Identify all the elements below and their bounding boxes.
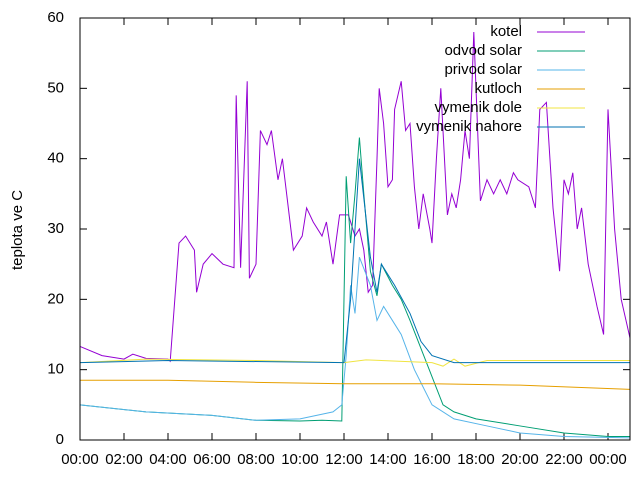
series-line (79, 256, 631, 439)
series-line (79, 358, 630, 367)
y-tick-label: 30 (47, 220, 64, 237)
x-tick-label: 12:00 (325, 451, 363, 468)
y-tick-label: 50 (47, 79, 64, 96)
y-axis-label: teplota ve C (9, 190, 26, 270)
series-line (79, 137, 630, 437)
x-tick-label: 00:00 (589, 451, 627, 468)
y-tick-label: 20 (47, 290, 64, 307)
legend-label: vymenik dole (434, 99, 522, 116)
y-tick-label: 0 (56, 431, 64, 448)
y-tick-label: 10 (47, 361, 64, 378)
x-tick-label: 18:00 (457, 451, 495, 468)
x-tick-label: 04:00 (149, 451, 187, 468)
legend-label: odvod solar (444, 42, 522, 59)
x-tick-label: 10:00 (281, 451, 319, 468)
x-tick-label: 20:00 (501, 451, 539, 468)
y-tick-label: 60 (47, 9, 64, 26)
x-tick-label: 16:00 (413, 451, 451, 468)
legend-label: kutloch (474, 80, 522, 97)
y-tick-label: 40 (47, 150, 64, 167)
series-line (79, 158, 630, 364)
x-tick-label: 02:00 (105, 451, 143, 468)
x-tick-label: 06:00 (193, 451, 231, 468)
series-line (80, 379, 631, 390)
x-tick-label: 08:00 (237, 451, 275, 468)
plot-border (79, 17, 631, 441)
legend-label: vymenik nahore (416, 118, 522, 135)
legend-label: kotel (490, 23, 522, 40)
legend-label: privod solar (444, 61, 522, 78)
x-tick-label: 22:00 (545, 451, 583, 468)
series-line (79, 32, 631, 363)
x-tick-label: 14:00 (369, 451, 407, 468)
x-tick-label: 00:00 (61, 451, 99, 468)
